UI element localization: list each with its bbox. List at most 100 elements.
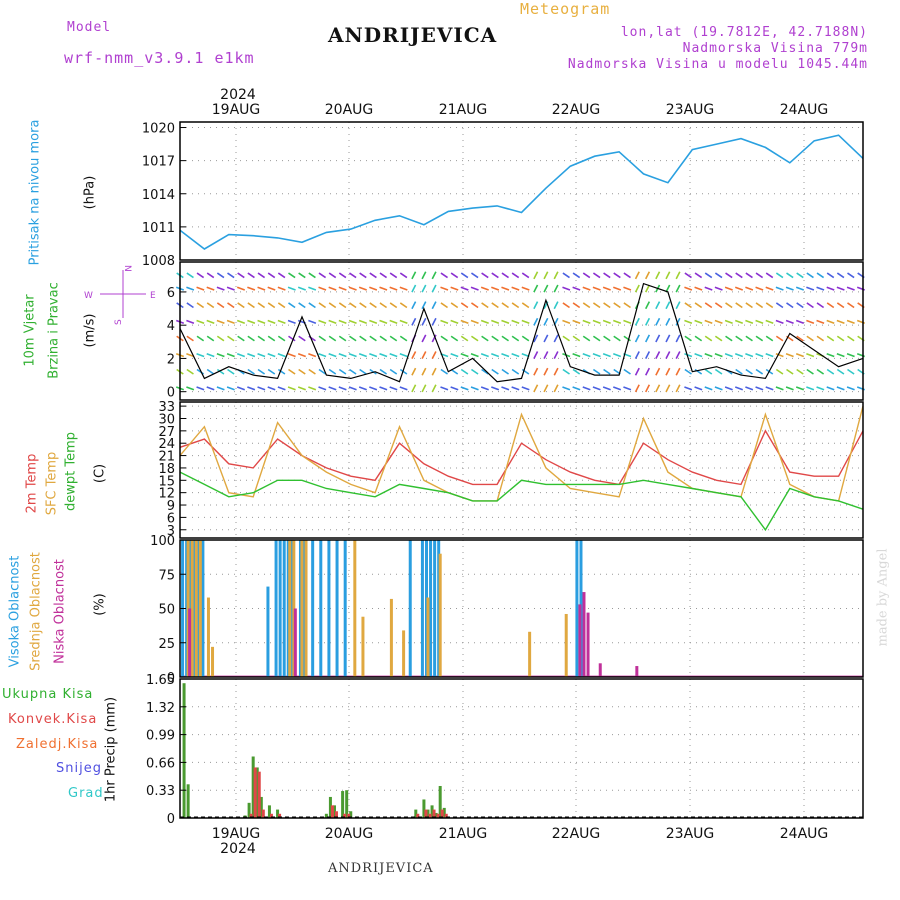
- wind-arrow: [318, 335, 327, 342]
- rain-total-bar: [247, 802, 251, 818]
- wind-arrow: [328, 386, 337, 391]
- wind-arrow: [806, 319, 815, 324]
- wind-arrow: [562, 319, 571, 324]
- wind-arrow: [572, 302, 581, 309]
- wind-arrow: [196, 302, 205, 309]
- wind-arrow: [675, 271, 681, 280]
- rain-total-bar: [251, 756, 255, 818]
- wind-arrow: [645, 317, 651, 326]
- cloud-high-bar: [319, 540, 323, 677]
- wind-arrow: [257, 335, 266, 342]
- wind-arrow: [786, 368, 794, 375]
- wind-arrow: [440, 335, 449, 342]
- year-label-bottom: 2024: [220, 841, 256, 857]
- rain-conv-bar: [343, 813, 347, 818]
- y-tick-label: 0.99: [146, 729, 175, 744]
- wind-arrow: [470, 286, 479, 291]
- day-label-bottom: 24AUG: [780, 826, 829, 842]
- wind-arrow: [277, 286, 286, 291]
- wind-arrow: [602, 286, 611, 291]
- tsfc-line: [179, 405, 864, 502]
- wind-arrow: [826, 335, 835, 342]
- wind-arrow: [543, 317, 549, 326]
- wind-arrow: [389, 386, 398, 391]
- cloud-mid-bar: [206, 597, 210, 677]
- wind-arrow: [836, 272, 845, 279]
- wind-arrow: [226, 319, 235, 324]
- rain-conv-bar: [424, 809, 428, 818]
- y-tick-label: 33: [158, 400, 175, 415]
- wind-arrow: [836, 302, 845, 309]
- wind-arrow: [349, 272, 357, 279]
- wind-arrow: [675, 351, 681, 360]
- wind-arrow: [562, 286, 571, 291]
- cloud-mid-bar: [528, 631, 532, 677]
- wind-arrow: [745, 319, 754, 324]
- wind-arrow: [714, 368, 723, 375]
- wind-arrow: [318, 286, 327, 291]
- wind-arrow: [399, 319, 408, 324]
- wind-arrow: [645, 301, 651, 310]
- wind-arrow: [694, 272, 703, 279]
- wind-arrow: [775, 286, 784, 291]
- wind-arrow: [634, 284, 640, 293]
- wind-arrow: [206, 335, 215, 342]
- wind-arrow: [582, 302, 591, 309]
- wind-arrow: [714, 386, 723, 391]
- marks-layer: [175, 134, 865, 818]
- wind-arrow: [216, 302, 225, 309]
- wind-arrow: [592, 352, 601, 358]
- rain-conv-bar: [257, 771, 261, 818]
- wind-arrow: [186, 286, 195, 291]
- cloud-mid-bar: [402, 630, 406, 677]
- wind-arrow: [338, 286, 347, 291]
- wind-arrow: [613, 352, 622, 358]
- wind-arrow: [847, 335, 855, 342]
- wind-arrow: [247, 286, 256, 291]
- rain-conv-bar: [261, 809, 265, 818]
- compass-n: N: [122, 265, 132, 272]
- wind-arrow: [431, 301, 437, 310]
- wind-arrow: [533, 284, 539, 293]
- wind-arrow: [553, 351, 559, 360]
- wind-arrow: [389, 272, 398, 279]
- wind-arrow: [665, 351, 671, 360]
- wind-arrow: [399, 302, 408, 309]
- wind-arrow: [470, 335, 479, 342]
- wind-arrow: [533, 317, 539, 326]
- pressure-line: [179, 134, 864, 250]
- wind-arrow: [592, 368, 601, 375]
- wind-arrow: [440, 286, 449, 291]
- wind-speed-line: [179, 282, 864, 383]
- y-tick-label: 0: [167, 386, 175, 401]
- wind-arrow: [421, 334, 427, 343]
- wind-arrow: [411, 384, 417, 393]
- day-label-top: 23AUG: [666, 102, 715, 118]
- wind-arrow: [328, 335, 337, 342]
- wind-arrow: [714, 302, 723, 309]
- wind-arrow: [328, 319, 337, 324]
- wind-arrow: [318, 272, 327, 279]
- wind-arrow: [511, 386, 520, 391]
- wind-arrow: [704, 386, 713, 391]
- wind-arrow: [623, 319, 632, 324]
- wind-arrow: [806, 286, 815, 291]
- rain-total-bar: [414, 809, 418, 818]
- wind-arrow: [501, 286, 510, 291]
- wind-arrow: [359, 272, 367, 279]
- wind-arrow: [623, 335, 631, 342]
- wind-arrow: [491, 335, 499, 342]
- cloud-mid-bar: [211, 646, 215, 677]
- wind-arrow: [734, 352, 744, 358]
- wind-arrow: [806, 352, 815, 358]
- wind-arrow: [806, 368, 814, 375]
- wind-arrow: [765, 335, 774, 342]
- wind-arrow: [470, 302, 479, 309]
- wind-arrow: [724, 319, 733, 324]
- wind-arrow: [226, 286, 235, 291]
- wind-arrow: [216, 319, 225, 324]
- wind-arrow: [714, 319, 723, 324]
- wind-arrow: [227, 272, 235, 279]
- rain-conv-bar: [334, 811, 338, 818]
- wind-arrow: [411, 284, 417, 293]
